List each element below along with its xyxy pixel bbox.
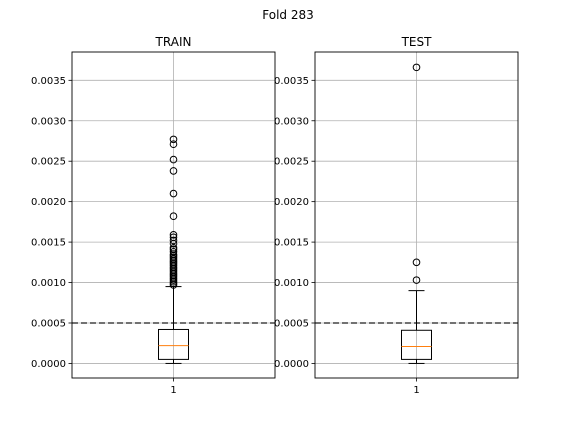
x-tick-label: 1 <box>170 385 176 396</box>
outlier-point <box>169 167 178 175</box>
y-tick-label: 0.0035 <box>274 76 309 87</box>
y-tick-label: 0.0000 <box>31 359 66 370</box>
panel-1: 0.0000 0.0005 0.0010 0.0015 0.0020 0.0025 0.00… <box>274 35 519 396</box>
box <box>158 328 189 360</box>
y-tick-label: 0.0000 <box>274 359 309 370</box>
outlier-point <box>169 236 178 245</box>
outlier-point <box>169 140 178 149</box>
y-tick-label: 0.0010 <box>274 278 309 289</box>
outlier-point <box>169 248 178 256</box>
y-tick-label: 0.0035 <box>31 76 66 87</box>
figure-title: Fold 283 <box>262 8 314 22</box>
outlier-point <box>412 63 421 72</box>
panel-0: 0.0000 0.0005 0.0010 0.0015 0.0020 0.0025 0.00… <box>31 35 276 396</box>
outlier-point <box>169 243 178 252</box>
y-tick-label: 0.0030 <box>31 116 66 127</box>
y-tick-label: 0.0015 <box>31 238 66 249</box>
outlier-point <box>169 155 178 164</box>
panel-title: TRAIN <box>155 35 192 49</box>
outlier-point <box>412 276 421 284</box>
y-tick-label: 0.0025 <box>31 157 66 168</box>
outlier-point <box>169 231 178 239</box>
y-tick-label: 0.0020 <box>31 197 66 208</box>
panel-title: TEST <box>401 35 433 49</box>
box <box>401 329 432 360</box>
outlier-point <box>169 212 178 221</box>
y-tick-label: 0.0005 <box>31 318 66 329</box>
y-tick-label: 0.0010 <box>31 278 66 289</box>
y-tick-label: 0.0005 <box>274 318 309 329</box>
y-tick-label: 0.0030 <box>274 116 309 127</box>
y-tick-label: 0.0015 <box>274 238 309 249</box>
outlier-point <box>169 135 178 144</box>
y-tick-label: 0.0025 <box>274 157 309 168</box>
y-tick-label: 0.0020 <box>274 197 309 208</box>
outlier-point <box>169 189 178 198</box>
outlier-point <box>169 233 178 242</box>
outlier-point <box>412 258 421 267</box>
x-tick-label: 1 <box>413 385 419 396</box>
